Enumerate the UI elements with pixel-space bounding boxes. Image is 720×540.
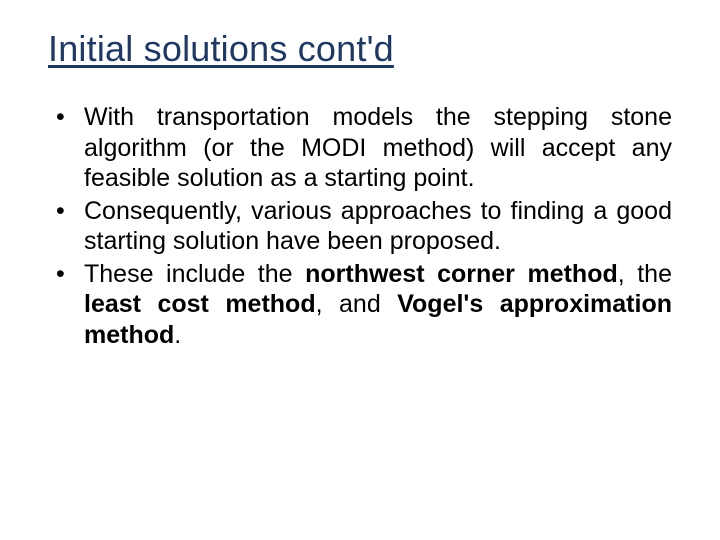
text-run: least cost method [84,290,316,318]
text-run: northwest corner method [305,260,618,288]
slide-title: Initial solutions cont'd [48,28,672,70]
text-run: , and [316,290,398,318]
bullet-list: With transportation models the stepping … [48,102,672,350]
text-run: These include the [84,260,305,288]
text-run: With transportation models the stepping … [84,103,672,192]
bullet-item: These include the northwest corner metho… [48,259,672,351]
bullet-item: With transportation models the stepping … [48,102,672,194]
text-run: . [174,321,181,349]
text-run: Consequently, various approaches to find… [84,197,672,256]
bullet-item: Consequently, various approaches to find… [48,196,672,257]
text-run: , the [618,260,672,288]
